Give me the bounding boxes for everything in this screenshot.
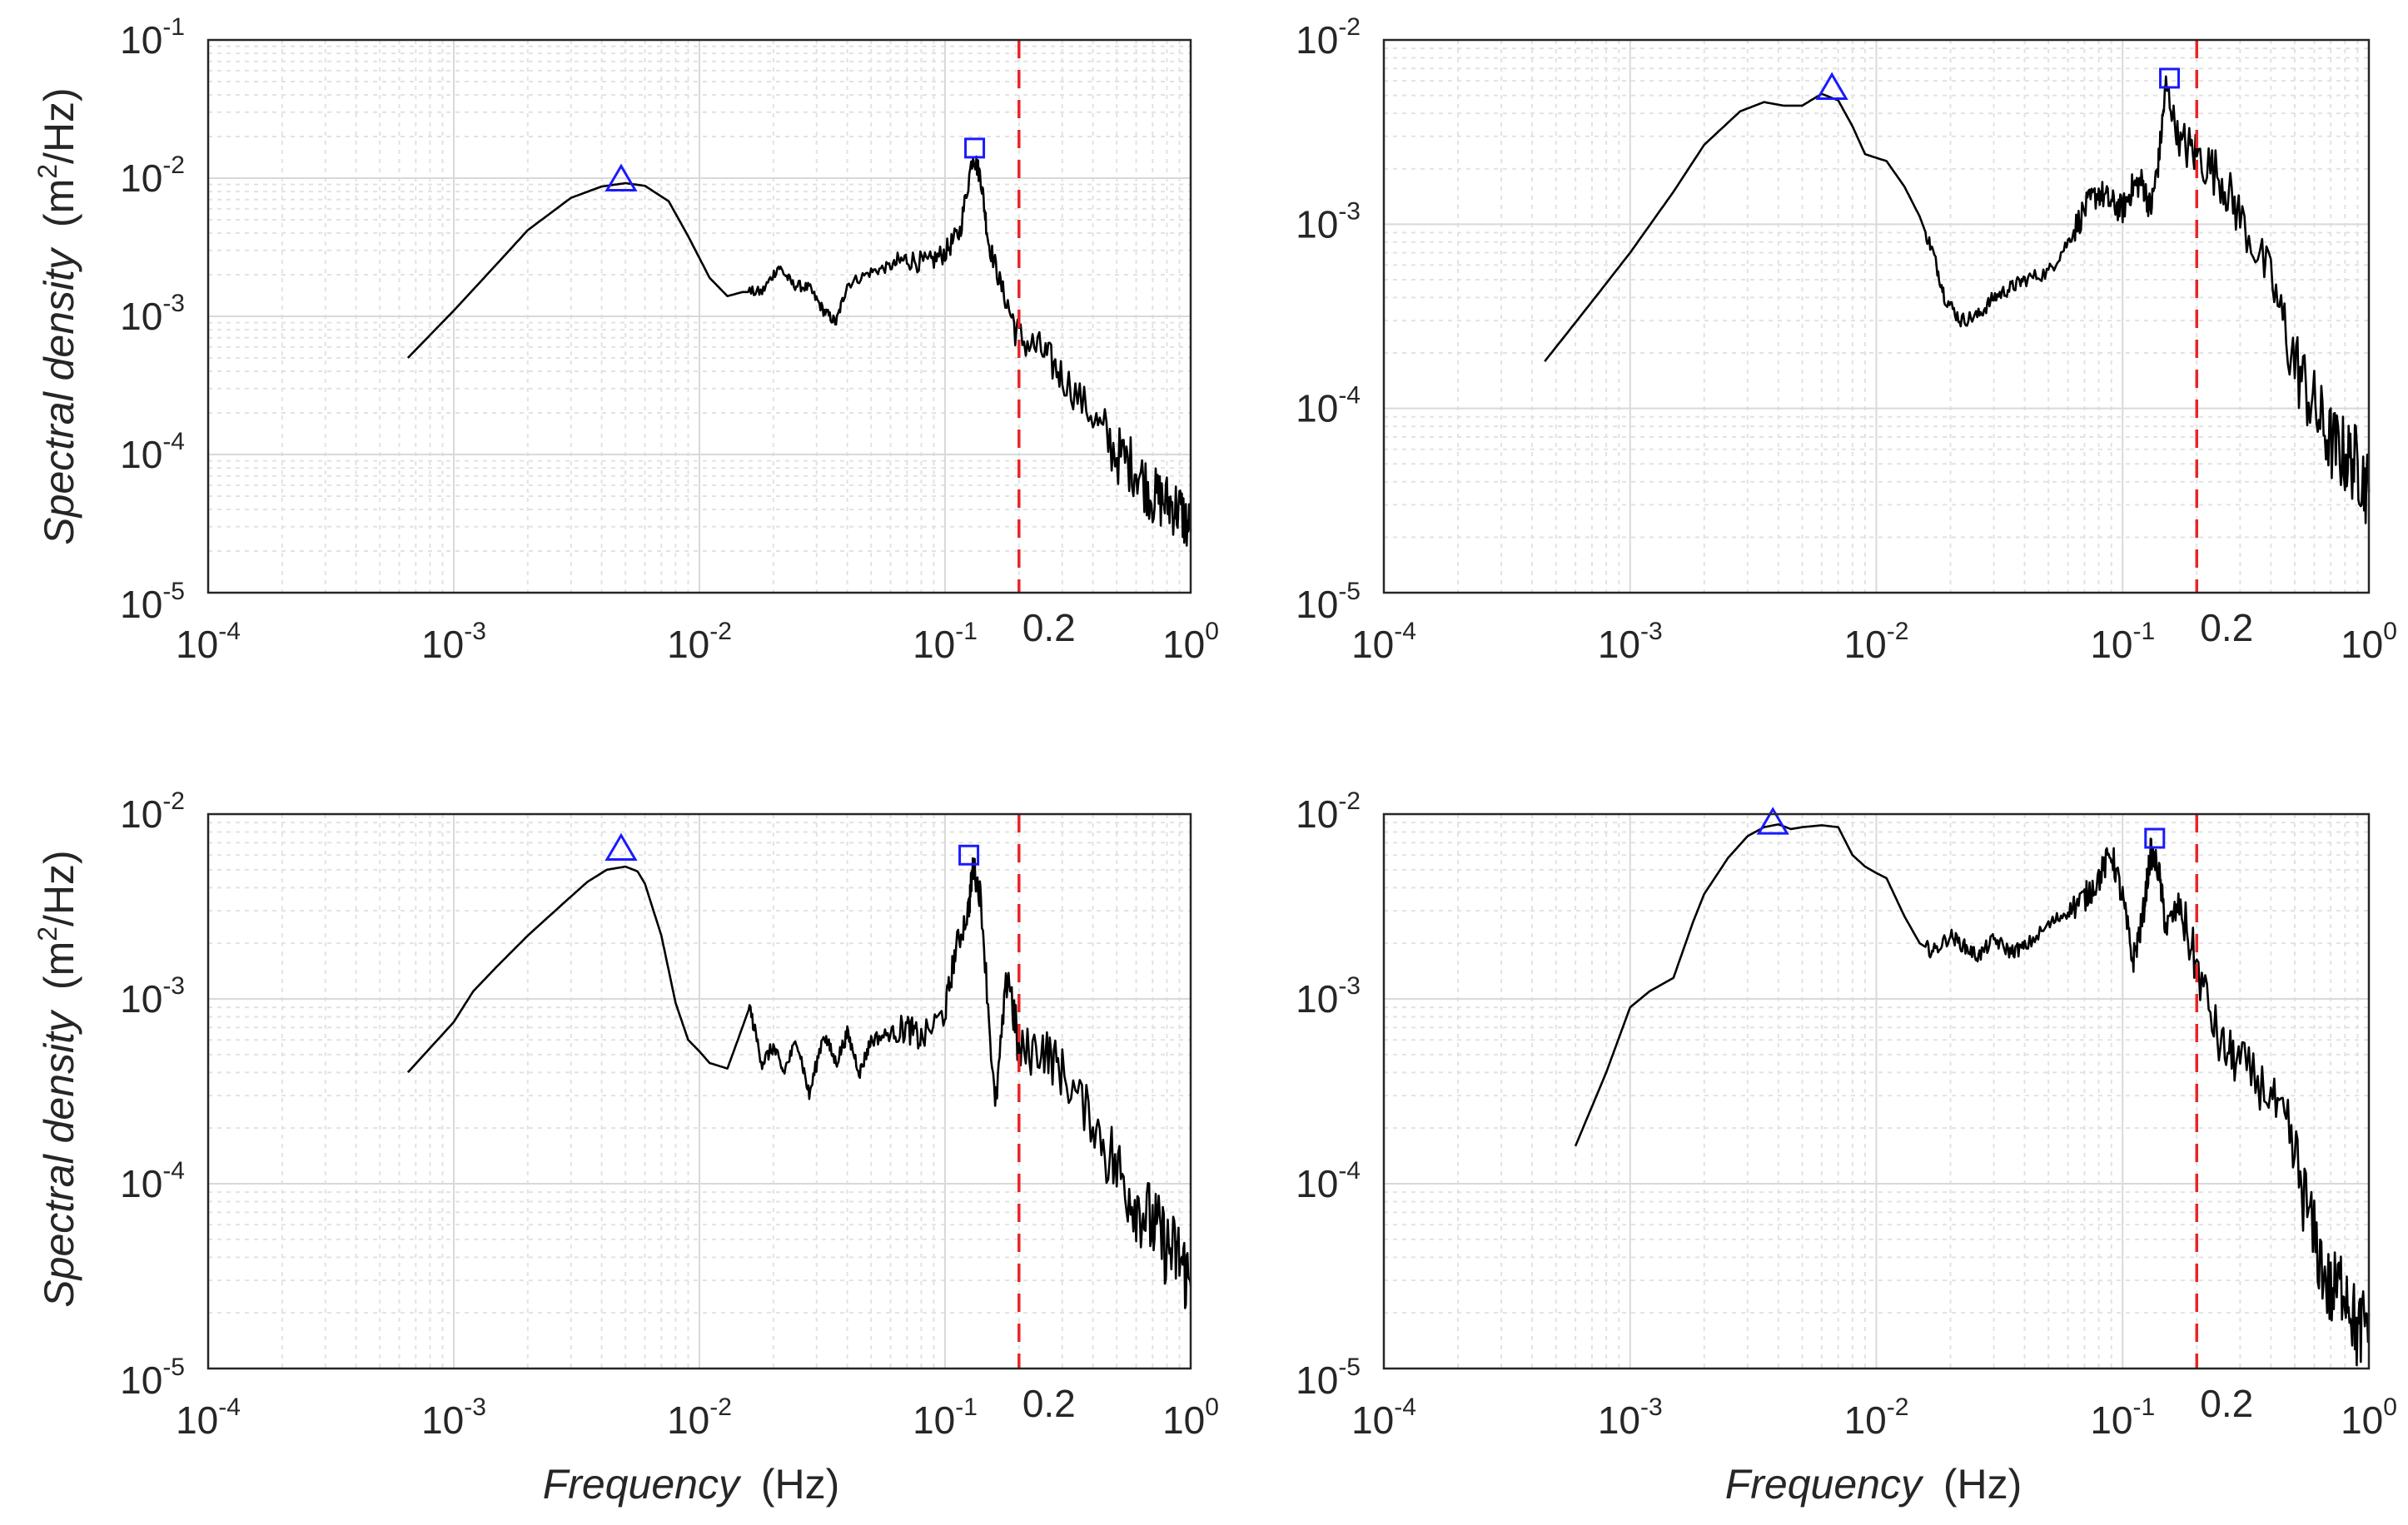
spectrum-line [406, 857, 1192, 1309]
axes-frame [206, 812, 1192, 1370]
y-tick-label: 10-5 [1296, 1354, 1361, 1402]
cutoff-label: 0.2 [2200, 606, 2253, 649]
x-tick-label: 10-3 [421, 1393, 486, 1442]
axes-frame [206, 38, 1192, 594]
y-axis-label-bottom: Spectral density (m2/Hz) [32, 850, 82, 1307]
spectrum-line [406, 155, 1192, 547]
y-axis-label-top: Spectral density (m2/Hz) [32, 87, 82, 544]
x-axis-label-left: Frequency (Hz) [543, 1461, 840, 1508]
peak-square-marker [2159, 67, 2181, 89]
x-tick-label: 10-2 [1844, 618, 1909, 666]
x-tick-label: 10-4 [176, 1393, 241, 1442]
spectrum-line [1544, 75, 2371, 524]
cutoff-label: 0.2 [1022, 606, 1076, 649]
x-axis-label-right: Frequency (Hz) [1725, 1461, 2022, 1508]
y-tick-label: 10-2 [120, 787, 185, 836]
x-tick-label: 10-1 [913, 1393, 978, 1442]
grid [207, 813, 1192, 1369]
x-tick-label: 10-4 [176, 618, 241, 666]
x-tick-label: 100 [2341, 618, 2397, 666]
peak-triangle-marker [604, 163, 638, 191]
x-tick-label: 100 [2341, 1393, 2397, 1442]
y-tick-label: 10-4 [1296, 1157, 1361, 1205]
peak-square-marker [958, 844, 980, 866]
peak-triangle-marker [604, 832, 638, 862]
panel-top-left: 10-4 10-3 10-2 10-1 1000.210-510-410-310-210… [120, 13, 1219, 666]
x-tick-label: 10-1 [913, 618, 978, 666]
cutoff-label: 0.2 [1022, 1382, 1076, 1425]
x-tick-label: 10-3 [1598, 618, 1663, 666]
axes-frame [1382, 812, 2371, 1370]
cutoff-label: 0.2 [2200, 1382, 2253, 1425]
peak-square-marker [964, 137, 986, 159]
y-tick-label: 10-2 [120, 152, 185, 200]
y-tick-label: 10-3 [1296, 197, 1361, 246]
y-tick-label: 10-4 [120, 1157, 185, 1205]
grid [207, 39, 1192, 594]
peak-triangle-marker [1756, 807, 1789, 835]
x-tick-label: 10-2 [667, 618, 732, 666]
y-tick-label: 10-4 [120, 428, 185, 476]
y-tick-label: 10-3 [120, 290, 185, 338]
grid [1383, 39, 2370, 594]
grid [1383, 813, 2370, 1369]
y-tick-label: 10-5 [120, 1354, 185, 1402]
y-tick-label: 10-5 [120, 578, 185, 626]
axes-frame [1382, 38, 2371, 594]
peak-square-marker [2144, 827, 2166, 849]
x-tick-label: 10-1 [2090, 1393, 2155, 1442]
spectrum-line [1574, 823, 2371, 1367]
x-tick-label: 100 [1162, 618, 1219, 666]
x-tick-label: 10-1 [2090, 618, 2155, 666]
y-tick-label: 10-5 [1296, 578, 1361, 626]
x-tick-label: 10-4 [1351, 1393, 1416, 1442]
y-tick-label: 10-3 [120, 972, 185, 1021]
x-tick-label: 10-4 [1351, 618, 1416, 666]
y-tick-label: 10-2 [1296, 13, 1361, 62]
peak-triangle-marker [1815, 72, 1848, 100]
x-tick-label: 10-3 [421, 618, 486, 666]
y-tick-label: 10-2 [1296, 787, 1361, 836]
y-tick-label: 10-3 [1296, 972, 1361, 1021]
x-tick-label: 10-3 [1598, 1393, 1663, 1442]
x-tick-label: 100 [1162, 1393, 1219, 1442]
x-tick-label: 10-2 [667, 1393, 732, 1442]
x-tick-label: 10-2 [1844, 1393, 1909, 1442]
y-tick-label: 10-4 [1296, 382, 1361, 430]
y-tick-label: 10-1 [120, 13, 185, 62]
